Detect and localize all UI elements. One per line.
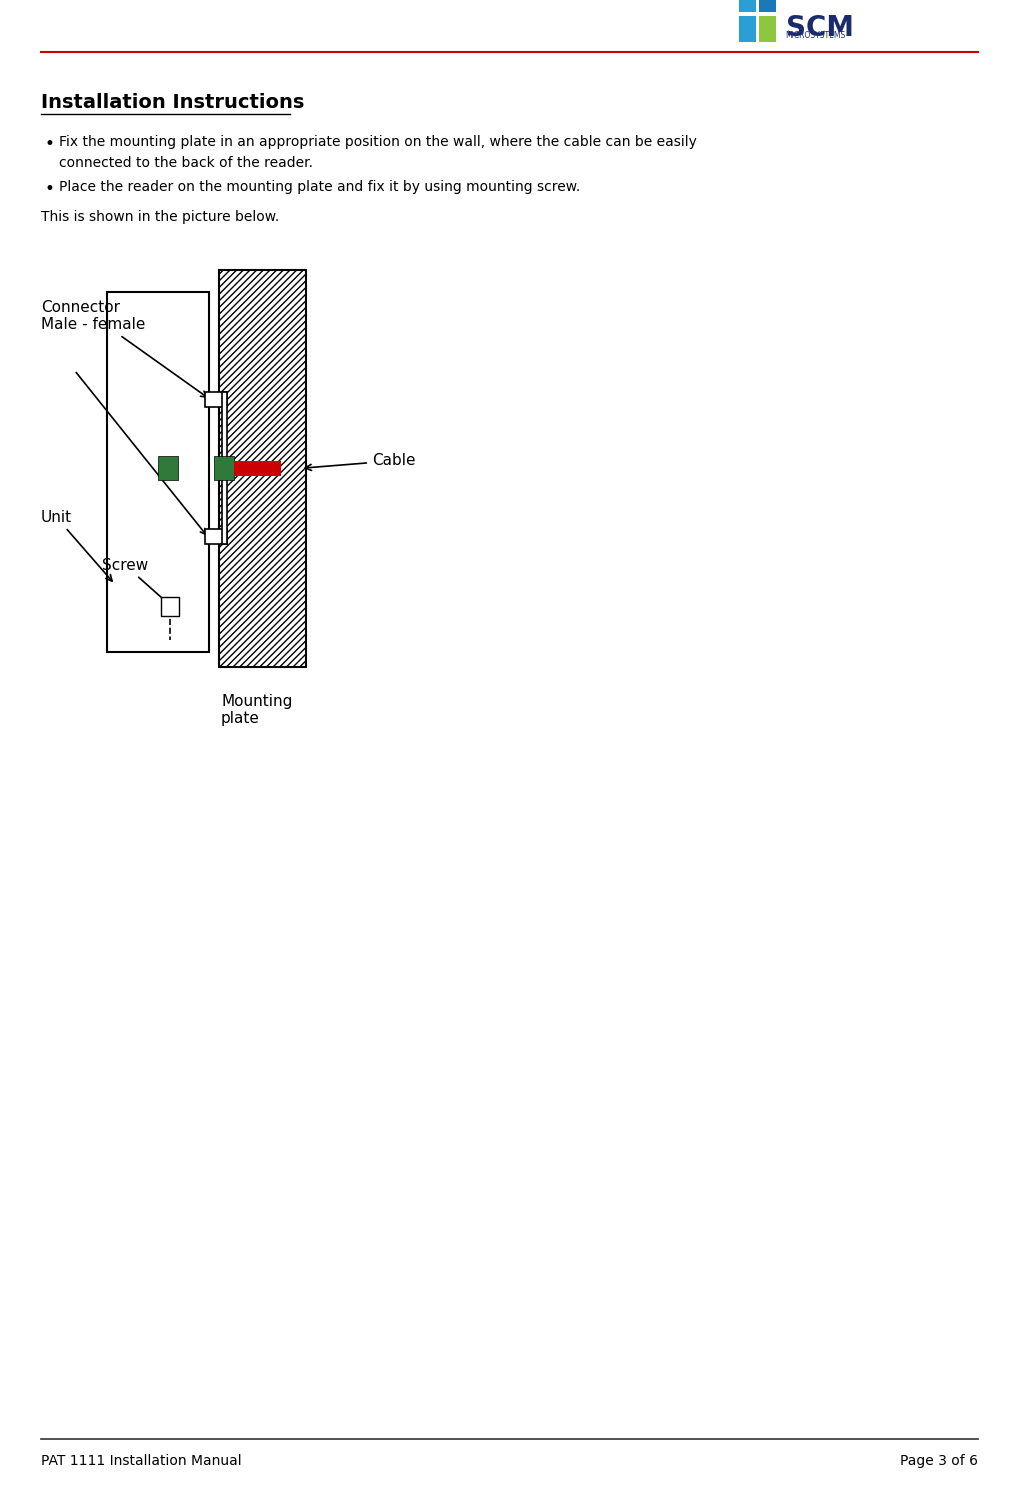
Bar [158, 456, 178, 480]
Text: Page 3 of 6: Page 3 of 6 [900, 1454, 978, 1468]
Bar [739, 0, 756, 12]
Bar [219, 270, 306, 667]
Text: Unit: Unit [41, 510, 112, 582]
Text: This is shown in the picture below.: This is shown in the picture below. [41, 210, 279, 223]
Text: Screw: Screw [102, 558, 169, 604]
Text: connected to the back of the reader.: connected to the back of the reader. [59, 156, 313, 169]
Bar [759, 0, 776, 12]
Text: SCM: SCM [786, 15, 854, 42]
Bar [759, 16, 776, 42]
Bar [234, 460, 281, 475]
Bar [739, 16, 756, 42]
Text: •: • [45, 180, 55, 198]
Bar [107, 292, 209, 652]
Bar [205, 529, 227, 544]
Text: Installation Instructions: Installation Instructions [41, 93, 304, 112]
Text: PAT 1111 Installation Manual: PAT 1111 Installation Manual [41, 1454, 242, 1468]
Text: Fix the mounting plate in an appropriate position on the wall, where the cable c: Fix the mounting plate in an appropriate… [59, 135, 697, 148]
Text: Connector
Male - female: Connector Male - female [41, 300, 207, 397]
Bar [214, 456, 234, 480]
Bar [205, 393, 227, 408]
Text: Cable: Cable [306, 453, 416, 471]
Bar [161, 597, 179, 616]
Text: •: • [45, 135, 55, 153]
Text: Mounting
plate: Mounting plate [221, 694, 292, 727]
Text: Place the reader on the mounting plate and fix it by using mounting screw.: Place the reader on the mounting plate a… [59, 180, 581, 193]
Bar [222, 393, 227, 544]
Text: MICROSYSTEMS: MICROSYSTEMS [786, 31, 846, 40]
